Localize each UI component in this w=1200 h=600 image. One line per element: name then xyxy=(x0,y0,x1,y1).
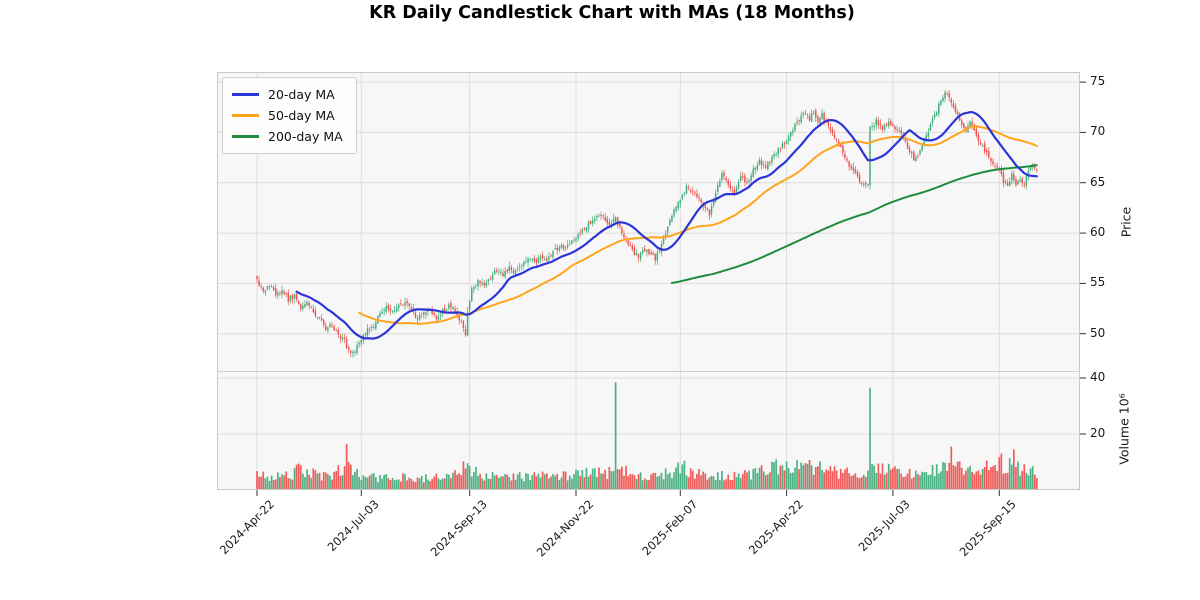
chart-title: KR Daily Candlestick Chart with MAs (18 … xyxy=(369,3,855,23)
legend-line-50day-icon xyxy=(232,114,259,117)
legend-label-20day: 20-day MA xyxy=(268,87,335,102)
price-axis-label: Price xyxy=(1118,206,1134,238)
legend-item-20day-ma: 20-day MA xyxy=(232,84,343,105)
legend-label-50day: 50-day MA xyxy=(268,108,335,123)
legend: 20-day MA 50-day MA 200-day MA xyxy=(222,77,357,154)
legend-label-200day: 200-day MA xyxy=(268,129,343,144)
legend-item-200day-ma: 200-day MA xyxy=(232,126,343,147)
volume-axis-label: Volume 10⁶ xyxy=(1116,393,1132,465)
legend-line-200day-icon xyxy=(232,135,259,138)
legend-line-20day-icon xyxy=(232,93,259,96)
legend-item-50day-ma: 50-day MA xyxy=(232,105,343,126)
